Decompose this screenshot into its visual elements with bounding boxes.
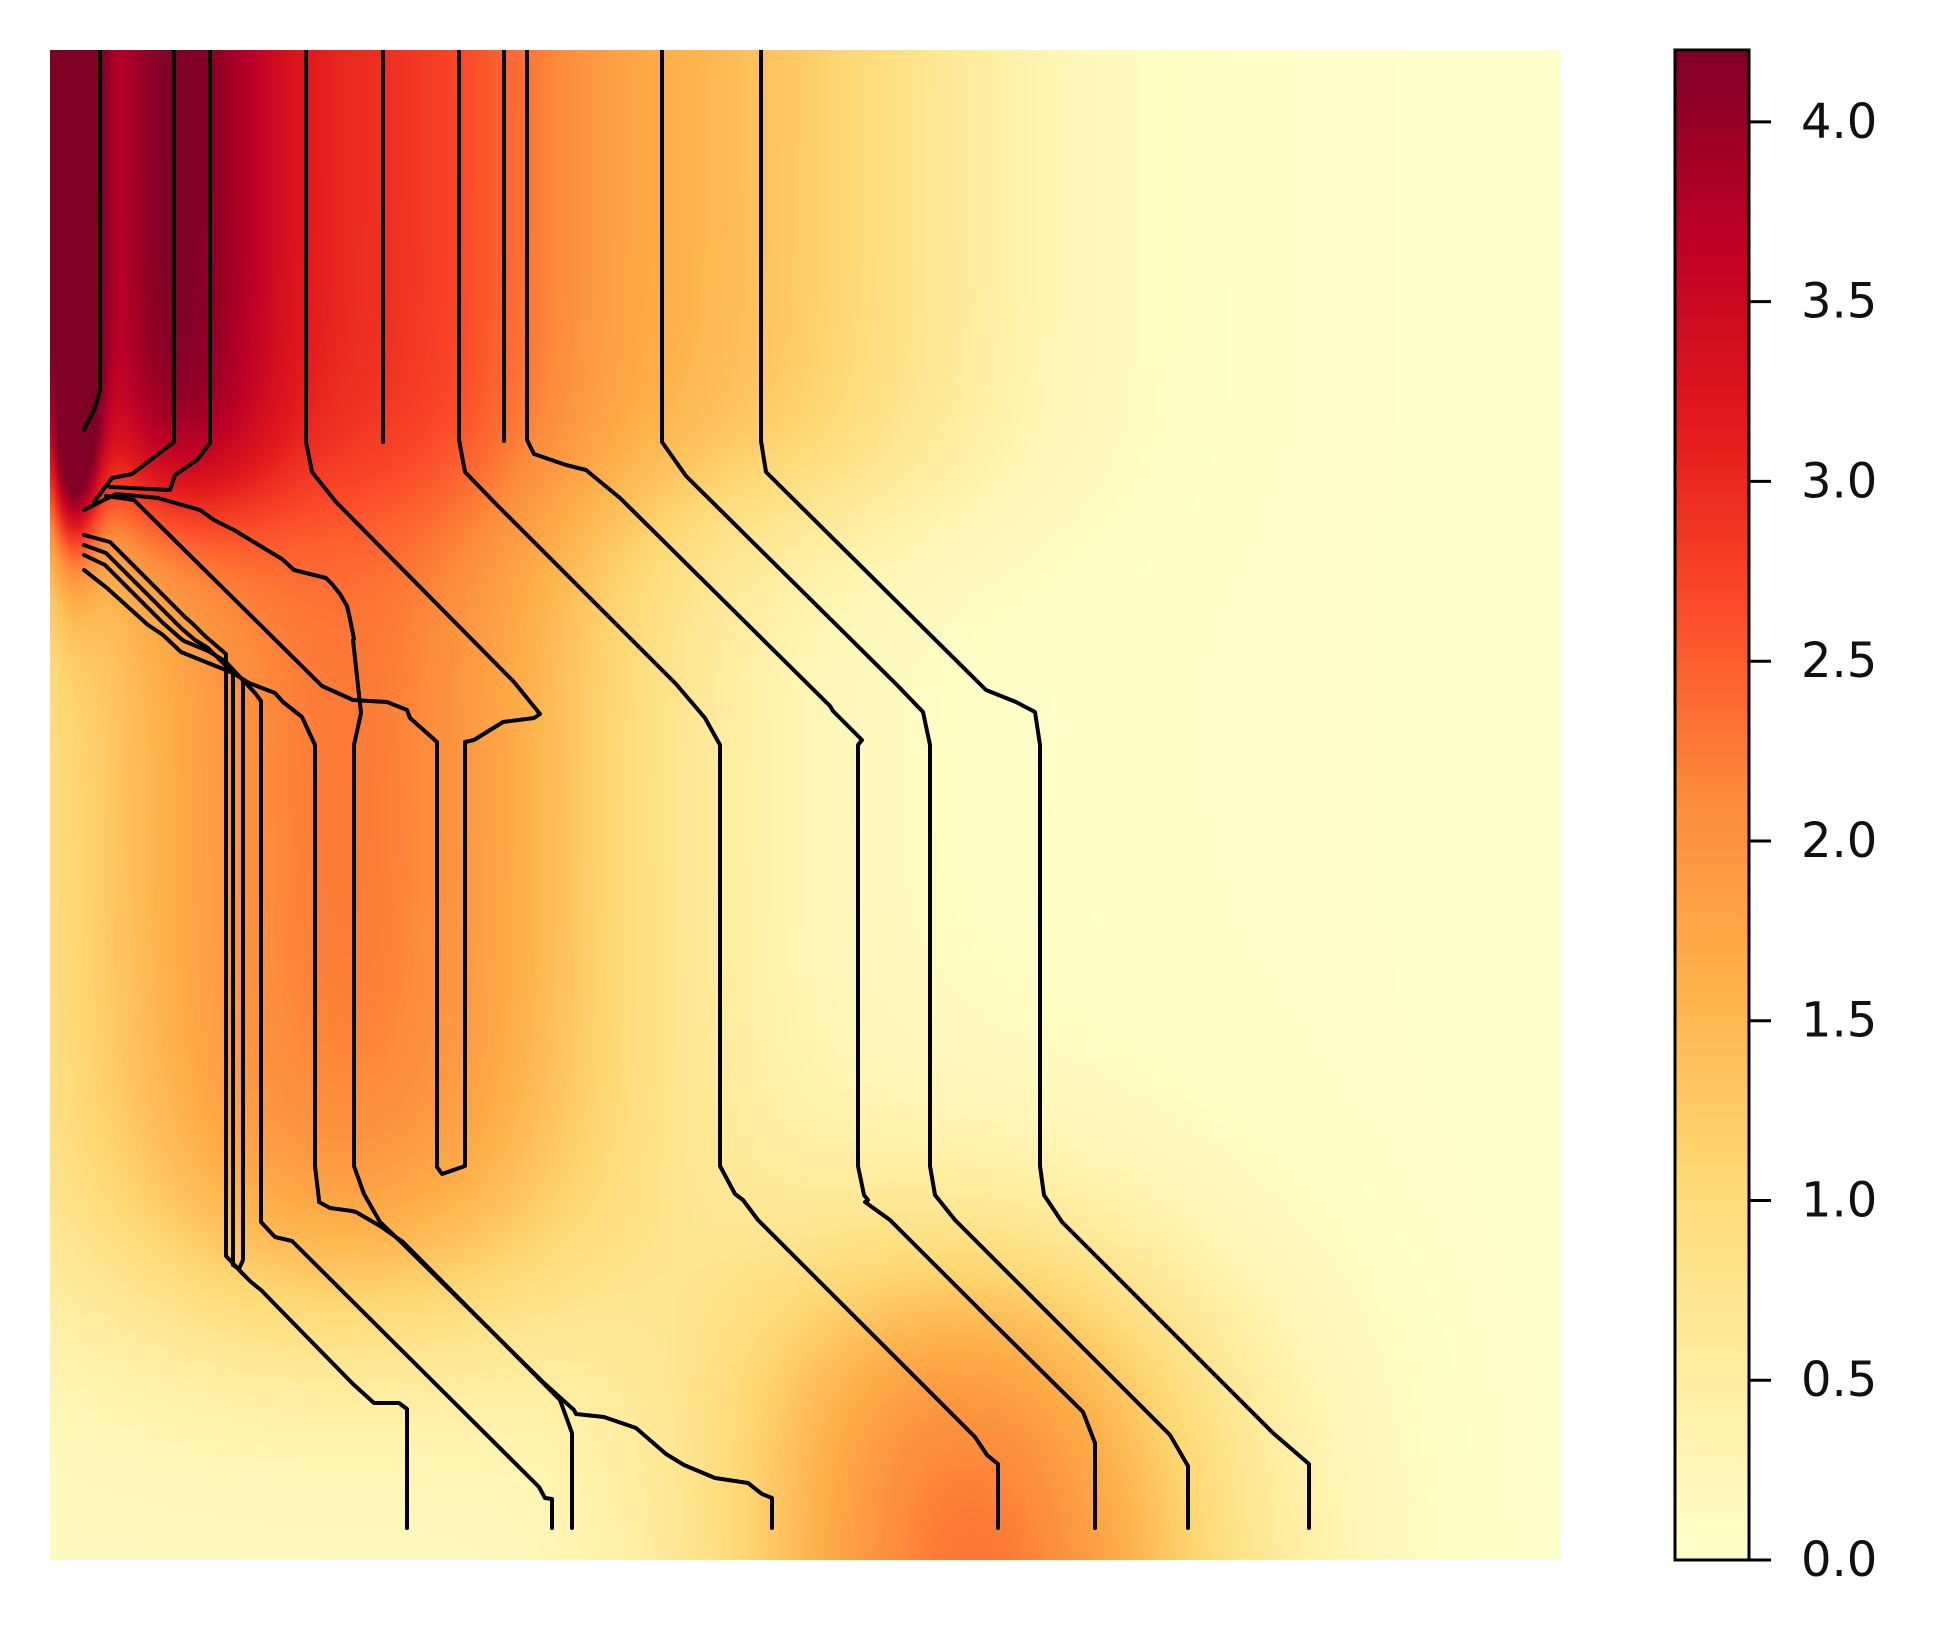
colorbar-tick-label: 0.0 xyxy=(1801,1532,1877,1588)
colorbar-tick-label: 2.0 xyxy=(1801,813,1877,869)
contour-line xyxy=(457,50,1000,1530)
contour-lines xyxy=(82,50,1311,1530)
colorbar-tick-label: 3.5 xyxy=(1801,274,1877,330)
colorbar-tick-label: 1.5 xyxy=(1801,993,1877,1049)
colorbar-ticks: 0.0 0.5 1.0 1.5 2.0 2.5 3.0 3.5 4.0 xyxy=(1749,94,1877,1588)
contour-line xyxy=(108,50,212,492)
contour-line xyxy=(82,533,409,1530)
colorbar-tick-label: 3.0 xyxy=(1801,453,1877,509)
colorbar-tick-label: 0.5 xyxy=(1801,1352,1877,1408)
contour-line xyxy=(660,50,1190,1530)
contour-line xyxy=(759,50,1311,1530)
colorbar-gradient xyxy=(1673,48,1751,1562)
contour-line xyxy=(525,50,1097,1530)
colorbar-tick-label: 2.5 xyxy=(1801,633,1877,689)
contour-line xyxy=(82,492,774,1530)
heatmap-field xyxy=(50,50,1560,1560)
contour-line xyxy=(82,50,102,432)
colorbar-tick-label: 1.0 xyxy=(1801,1172,1877,1228)
colorbar-tick-label: 4.0 xyxy=(1801,94,1877,150)
contour-line xyxy=(104,50,542,1176)
contour-line xyxy=(92,50,176,504)
contour-line xyxy=(82,553,554,1530)
